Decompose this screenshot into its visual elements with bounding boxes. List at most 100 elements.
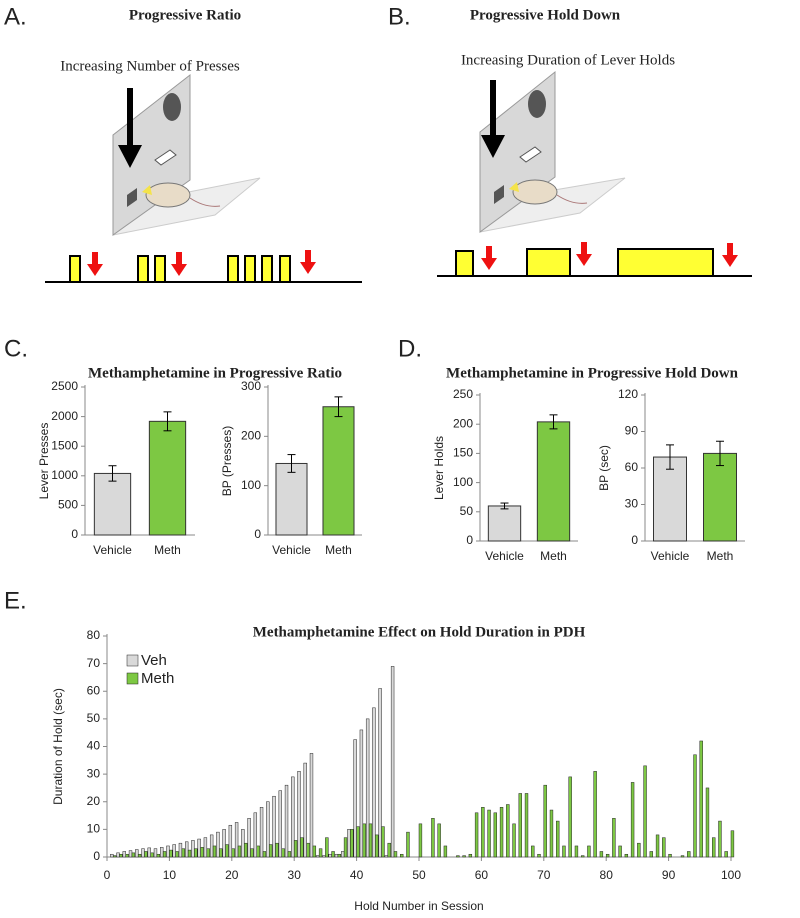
bar — [234, 822, 239, 858]
bar — [337, 853, 342, 858]
legend-label: Meth — [141, 670, 174, 687]
panel-label: D. — [398, 335, 422, 362]
bar — [266, 801, 270, 858]
bar — [318, 848, 323, 858]
bar — [381, 826, 385, 858]
y-tick-label: 100 — [453, 475, 473, 489]
y-axis-label: BP (Presses) — [220, 426, 234, 496]
bar — [256, 845, 260, 858]
y-tick-label: 200 — [453, 416, 473, 430]
bar — [112, 855, 117, 858]
bar — [655, 834, 660, 858]
bar — [406, 831, 410, 858]
bar — [699, 740, 703, 858]
bar — [162, 851, 167, 858]
panel-label: B. — [388, 3, 411, 30]
y-tick-label: 0 — [71, 527, 78, 541]
bar — [228, 824, 233, 858]
bar — [356, 826, 360, 858]
chart-title: Methamphetamine Effect on Hold Duration … — [253, 624, 586, 640]
caption: Increasing Duration of Lever Holds — [461, 52, 675, 68]
bar — [687, 851, 691, 858]
bar — [148, 420, 187, 536]
bar — [219, 848, 223, 858]
bar — [524, 793, 529, 858]
bar — [512, 823, 516, 858]
panel-label: C. — [4, 335, 28, 362]
bar — [375, 834, 379, 858]
bar — [462, 855, 466, 858]
y-tick-label: 1000 — [51, 468, 78, 482]
bar — [593, 771, 597, 858]
bar — [281, 848, 285, 858]
bar — [549, 809, 554, 858]
y-tick-label: 500 — [58, 498, 78, 512]
bar — [712, 837, 716, 858]
bar — [147, 847, 151, 858]
x-tick-label: Vehicle — [272, 543, 311, 557]
bar — [237, 845, 242, 858]
bar — [175, 851, 179, 858]
y-tick-label: 2000 — [51, 409, 78, 423]
x-tick-label: 70 — [537, 868, 551, 882]
bar — [287, 851, 292, 858]
bar — [536, 421, 571, 542]
x-axis-label: Hold Number in Session — [354, 899, 483, 913]
bar — [325, 837, 329, 858]
caption: Increasing Number of Presses — [60, 58, 240, 74]
y-tick-label: 1500 — [51, 438, 78, 452]
bar — [649, 851, 654, 858]
y-tick-label: 60 — [87, 683, 101, 697]
panel-title: Methamphetamine in Progressive Hold Down — [446, 365, 739, 381]
bar — [306, 842, 310, 858]
x-tick-label: 20 — [225, 868, 239, 882]
bar — [328, 853, 332, 858]
bar — [653, 456, 687, 542]
bar — [291, 776, 295, 858]
x-tick-label: 60 — [475, 868, 489, 882]
bar — [493, 812, 498, 858]
panel-label: E. — [4, 587, 27, 614]
y-tick-label: 0 — [254, 527, 261, 541]
bar — [160, 847, 164, 858]
bar — [131, 852, 136, 858]
x-tick-label: 90 — [662, 868, 676, 882]
bar — [206, 848, 210, 858]
bar — [225, 844, 229, 858]
bar — [153, 848, 158, 858]
bar — [241, 829, 245, 858]
bar — [437, 823, 441, 858]
bar — [400, 853, 404, 858]
bar — [253, 812, 258, 858]
legend-swatch — [126, 672, 139, 685]
bar — [365, 718, 370, 858]
y-tick-label: 60 — [625, 460, 639, 474]
x-tick-label: Meth — [154, 543, 181, 557]
bar — [244, 842, 248, 858]
bar — [216, 831, 220, 858]
bar — [693, 754, 697, 858]
x-tick-label: Vehicle — [651, 549, 690, 563]
bar — [730, 830, 735, 858]
x-tick-label: 10 — [163, 868, 177, 882]
bar — [531, 845, 535, 858]
x-tick-label: 80 — [600, 868, 614, 882]
bar — [135, 849, 139, 858]
bar — [312, 845, 317, 858]
bar — [181, 848, 186, 858]
y-tick-label: 50 — [87, 711, 101, 725]
bar — [209, 834, 214, 858]
y-axis-label: Duration of Hold (sec) — [51, 688, 65, 805]
bar — [300, 837, 304, 858]
bar — [119, 853, 123, 858]
bar — [350, 829, 354, 858]
y-tick-label: 0 — [93, 849, 100, 863]
bar — [275, 842, 279, 858]
bar — [268, 844, 273, 858]
bar — [122, 851, 126, 858]
bar — [418, 823, 423, 858]
y-tick-label: 150 — [453, 446, 473, 460]
bar — [347, 829, 351, 858]
y-tick-label: 300 — [241, 379, 261, 393]
